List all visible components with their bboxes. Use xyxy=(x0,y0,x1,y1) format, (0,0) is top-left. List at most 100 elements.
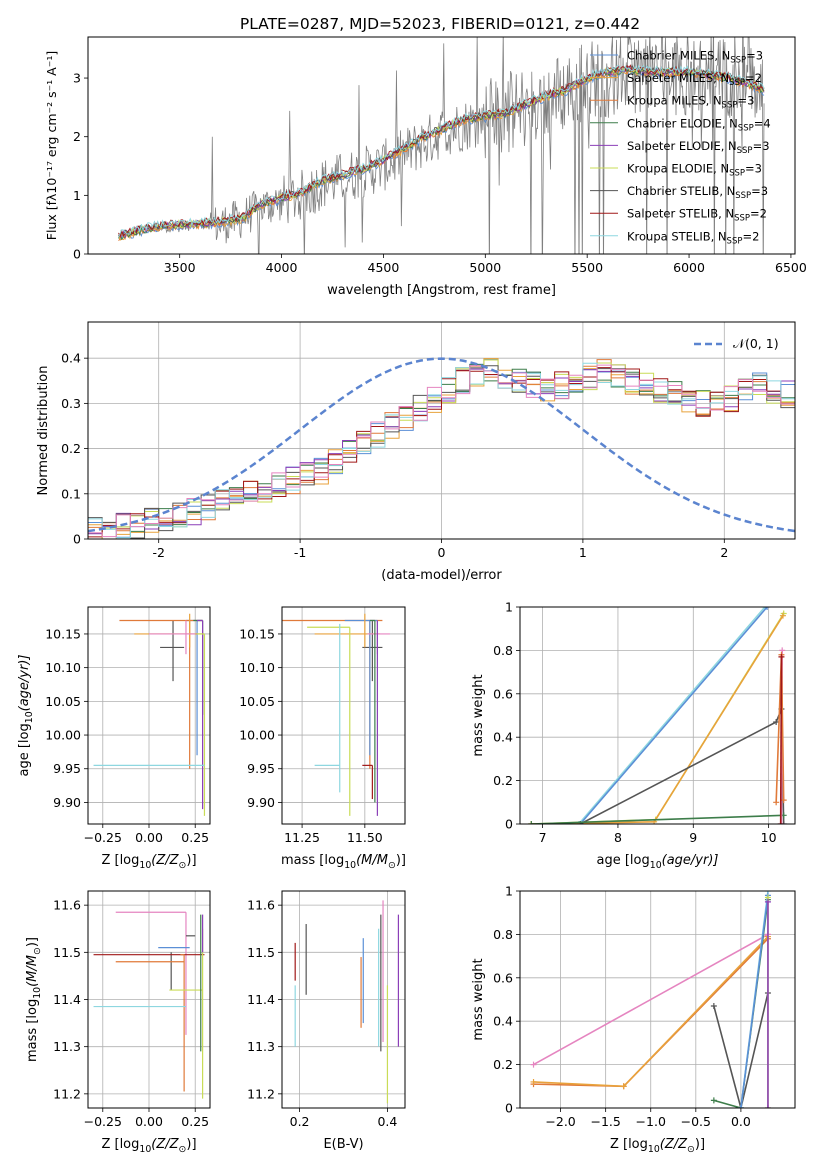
massweight-vs-Z-marker xyxy=(737,1105,744,1108)
age-vs-mass-xlabel: mass [log10(M/M⊙)] xyxy=(281,853,406,871)
age-vs-Z-ytick-label: 9.90 xyxy=(53,795,81,810)
massweight-vs-age-plot-area xyxy=(520,607,795,824)
mass-vs-Z-ylabel: mass [log10(M/M⊙)] xyxy=(25,937,43,1062)
age-vs-Z-xtick-label: 0.25 xyxy=(181,830,209,845)
mass-vs-Z-xlabel: Z [log10(Z/Z⊙)] xyxy=(101,1137,196,1155)
residuals-axes: -2 -1 0 1 2 0 0.1 0.2 0.3 0.4 (data-model)/error No… xyxy=(36,321,796,583)
mass-vs-Z-axes: −0.25 0.00 0.25 11.2 11.3 11.4 11.5 11.6 Z [log1… xyxy=(25,890,211,1155)
age-vs-mass-plot-area xyxy=(282,607,405,824)
massweight-vs-age-line xyxy=(531,814,784,824)
mass-vs-Z-ytick-label: 11.4 xyxy=(53,992,81,1007)
massweight-vs-age-marker xyxy=(780,797,787,804)
spectrum-axes: 3500 4000 4500 5000 5500 6000 6500 0 1 2 3 waveleng… xyxy=(44,36,807,298)
massweight-vs-age-marker xyxy=(777,821,784,824)
massweight-vs-Z-xtick-label: −1.0 xyxy=(636,1114,666,1129)
massweight-vs-Z-marker xyxy=(530,1061,537,1068)
spectrum-legend-label: Chabrier STELIB, NSSP=3 xyxy=(627,184,768,201)
massweight-vs-age-line xyxy=(578,607,766,824)
massweight-vs-age-frame xyxy=(519,606,796,825)
spectrum-legend-label: Salpeter STELIB, NSSP=2 xyxy=(627,207,767,224)
massweight-vs-age-ylabel: mass weight xyxy=(471,674,486,756)
spectrum-xtick-label: 4000 xyxy=(266,260,298,275)
age-vs-mass-ytick-label: 10.10 xyxy=(239,660,275,675)
age-vs-mass-ytick-label: 9.95 xyxy=(247,761,275,776)
massweight-vs-age-ytick-label: 0.6 xyxy=(493,686,513,701)
residuals-ytick-label: 0.2 xyxy=(61,441,81,456)
spectrum-xtick-label: 4500 xyxy=(368,260,400,275)
mass-vs-EBV-xtick-label: 0.4 xyxy=(377,1114,397,1129)
spectrum-xtick-label: 5000 xyxy=(469,260,501,275)
mass-vs-Z-ytick-label: 11.5 xyxy=(53,945,81,960)
mass-vs-Z-ytick-label: 11.3 xyxy=(53,1039,81,1054)
age-vs-Z-plot-area xyxy=(88,607,210,824)
massweight-vs-age-ytick-label: 1 xyxy=(505,600,513,615)
spectrum-legend-label: Salpeter ELODIE, NSSP=3 xyxy=(627,139,770,156)
massweight-vs-age-marker xyxy=(780,821,787,824)
massweight-vs-Z-marker xyxy=(620,1083,627,1090)
age-vs-mass-frame xyxy=(281,606,406,825)
massweight-vs-age-marker xyxy=(778,653,785,660)
residuals-legend-label: 𝒩(0, 1) xyxy=(733,336,779,351)
mass-vs-Z-ytick-label: 11.6 xyxy=(53,898,81,913)
residuals-ylabel: Normed distribution xyxy=(36,366,51,496)
spectrum-legend-label: Kroupa MILES, NSSP=3 xyxy=(627,94,754,111)
massweight-vs-age-line xyxy=(531,613,785,824)
massweight-vs-Z-line xyxy=(740,895,769,1108)
mass-vs-EBV-axes: 0.2 0.4 11.2 11.3 11.4 11.5 11.6 E(B-V) xyxy=(247,890,406,1152)
massweight-vs-Z-xtick-label: −0.5 xyxy=(681,1114,711,1129)
residuals-xtick-label: -2 xyxy=(152,545,164,560)
massweight-vs-age-xtick-label: 10 xyxy=(761,830,777,845)
mass-vs-Z-xtick-label: 0.00 xyxy=(135,1114,163,1129)
spectrum-legend: Chabrier MILES, NSSP=3 Salpeter MILES, NS… xyxy=(590,49,771,246)
spectrum-model-line xyxy=(118,64,765,239)
residuals-xtick-label: -1 xyxy=(294,545,306,560)
spectrum-legend-label: Kroupa ELODIE, NSSP=3 xyxy=(627,162,762,179)
mass-vs-Z-ytick-label: 11.2 xyxy=(53,1086,81,1101)
massweight-vs-Z-axes: −2.0 −1.5 −1.0 −0.5 0.0 0 0.2 0.4 0.6 0.8 1 Z [log1… xyxy=(471,884,796,1155)
spectrum-xlabel: wavelength [Angstrom, rest frame] xyxy=(327,283,556,298)
spectrum-xtick-label: 3500 xyxy=(164,260,196,275)
massweight-vs-age-ytick-label: 0.4 xyxy=(493,730,513,745)
massweight-vs-age-xlabel: age [log10(age/yr)] xyxy=(597,853,719,871)
massweight-vs-Z-ytick-label: 0.4 xyxy=(493,1014,513,1029)
massweight-vs-Z-line xyxy=(713,992,769,1108)
residuals-hist-step xyxy=(88,364,795,538)
spectrum-model-line xyxy=(118,65,765,240)
spectrum-model-line xyxy=(118,64,765,238)
massweight-vs-Z-line xyxy=(533,933,769,1066)
residuals-plot-area xyxy=(88,322,795,539)
massweight-vs-Z-ytick-label: 1 xyxy=(505,884,513,899)
mass-vs-Z-plot-area xyxy=(88,891,210,1108)
massweight-vs-age-marker xyxy=(779,647,786,654)
massweight-vs-age-line xyxy=(579,607,768,824)
mass-vs-EBV-xlabel: E(B-V) xyxy=(323,1137,363,1152)
spectrum-data-line xyxy=(118,37,765,254)
spectrum-model-line xyxy=(118,63,765,237)
massweight-vs-Z-xtick-label: −1.5 xyxy=(590,1114,620,1129)
mass-vs-EBV-xtick-label: 0.2 xyxy=(290,1114,310,1129)
residuals-ytick-label: 0.1 xyxy=(61,486,81,501)
massweight-vs-age-ytick-label: 0 xyxy=(505,817,513,832)
massweight-vs-age-marker xyxy=(773,799,780,806)
residuals-frame xyxy=(87,321,796,540)
massweight-vs-Z-xtick-label: −2.0 xyxy=(545,1114,575,1129)
mass-vs-EBV-ytick-label: 11.4 xyxy=(247,992,275,1007)
age-vs-Z-ytick-label: 10.15 xyxy=(45,626,81,641)
residuals-ytick-label: 0.4 xyxy=(61,351,81,366)
spectrum-xtick-label: 6000 xyxy=(673,260,705,275)
residuals-xtick-label: 0 xyxy=(438,545,446,560)
massweight-vs-Z-ytick-label: 0.8 xyxy=(493,927,513,942)
age-vs-Z-ytick-label: 10.00 xyxy=(45,728,81,743)
age-vs-Z-xtick-label: 0.00 xyxy=(135,830,163,845)
age-vs-mass-xtick-label: 11.25 xyxy=(284,830,320,845)
massweight-vs-age-xtick-label: 8 xyxy=(614,830,622,845)
massweight-vs-age-xtick-label: 7 xyxy=(539,830,547,845)
mass-vs-Z-frame xyxy=(87,890,211,1109)
spectrum-legend-label: Salpeter MILES, NSSP=2 xyxy=(627,71,762,88)
age-vs-Z-ytick-label: 10.05 xyxy=(45,694,81,709)
age-vs-Z-ylabel: age [log10(age/yr)] xyxy=(17,655,35,777)
mass-vs-EBV-ytick-label: 11.3 xyxy=(247,1039,275,1054)
residuals-gaussian-line xyxy=(88,357,795,533)
age-vs-Z-xlabel: Z [log10(Z/Z⊙)] xyxy=(101,853,196,871)
